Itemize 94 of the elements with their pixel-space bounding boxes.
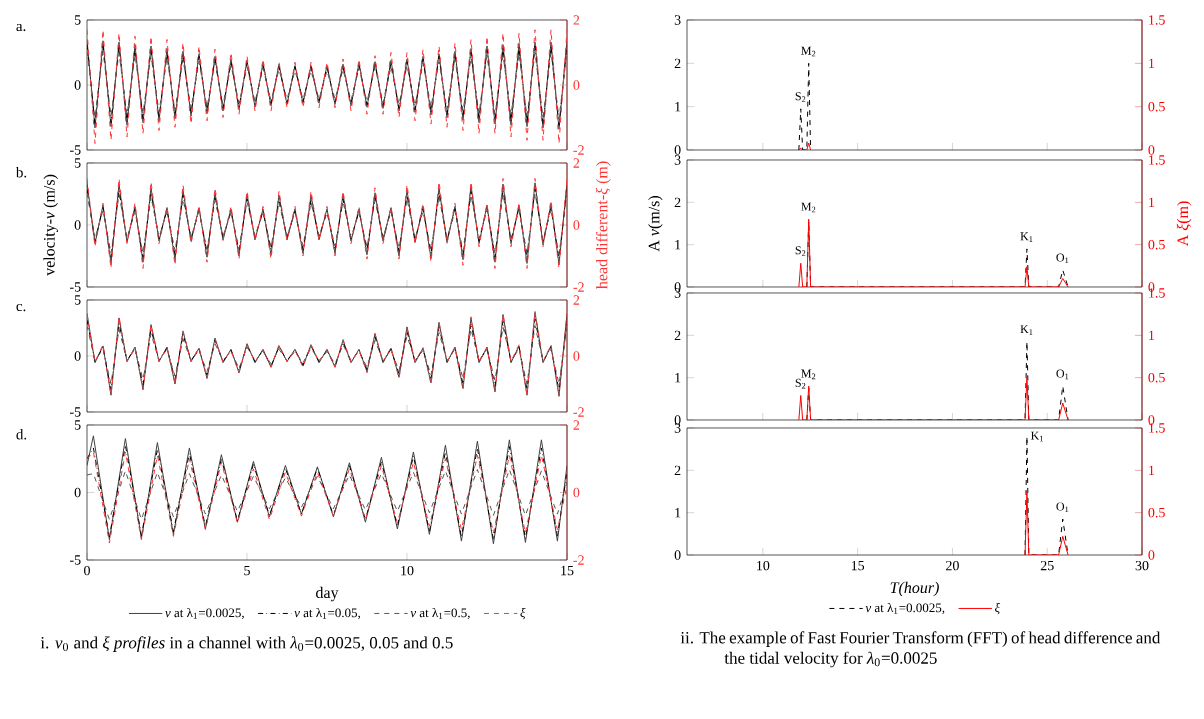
text: i. v$_{0}$ and ξ profiles in a channel with λ$_{0}$=0.0025, 0.05 and 0.5 xyxy=(40,636,453,652)
y2-axis-title: head different-ξ (m) xyxy=(596,161,611,289)
annotation: K$_{1}$ xyxy=(1020,232,1033,242)
y-tick-label: 5 xyxy=(74,15,81,25)
y2-tick-label: 0 xyxy=(1148,415,1155,425)
y2-tick-label: 1 xyxy=(1149,330,1155,340)
x-tick-label: 10 xyxy=(401,565,414,576)
y2-tick-label: 2 xyxy=(573,295,580,305)
y2-tick-label: 0 xyxy=(573,220,580,230)
y-tick-label: 5 xyxy=(74,158,81,168)
x-tick-label: 5 xyxy=(244,565,250,576)
y-tick-label: 1 xyxy=(675,102,681,112)
x-tick-label: 15 xyxy=(561,565,574,576)
y-tick-label: 5 xyxy=(74,295,81,305)
annotation: M$_{2}$ xyxy=(801,202,816,213)
chart-title: a. xyxy=(16,23,26,32)
y2-tick-label: 1 xyxy=(1149,58,1155,68)
y-tick-label: 1 xyxy=(675,373,681,383)
y2-tick-label: 0 xyxy=(573,351,580,361)
x-tick-label: 30 xyxy=(1135,560,1149,571)
chart-title: d. xyxy=(16,428,27,440)
y2-axis-title: A ξ(m) xyxy=(1176,201,1192,247)
legend-label: ξ xyxy=(520,607,526,620)
chart-title: b. xyxy=(15,166,27,178)
y2-tick-label: 1 xyxy=(1149,197,1155,207)
line-series xyxy=(87,325,568,385)
y2-tick-label: 2 xyxy=(573,420,580,430)
line-series xyxy=(87,29,568,144)
x-tick-label: 20 xyxy=(946,560,959,571)
legend-label: v at λ$_{1}$=0.05, xyxy=(294,607,360,620)
y-tick-label: -5 xyxy=(69,282,81,292)
y2-tick-label: 0 xyxy=(573,80,580,90)
y2-tick-label: 0.5 xyxy=(1148,101,1165,112)
y2-tick-label: 1.5 xyxy=(1149,423,1165,433)
text: ii. The example of Fast Fourier Transform (FFT) of head difference and the tidal velocity for λ$_{0}$=0.0025 xyxy=(680,631,1161,668)
annotation: M$_{2}$ xyxy=(801,369,816,380)
y2-tick-label: 0 xyxy=(573,487,580,498)
chart-title: c. xyxy=(16,303,26,312)
y-tick-label: -5 xyxy=(69,407,81,417)
y2-tick-label: -2 xyxy=(573,282,584,292)
y2-tick-label: 1.5 xyxy=(1149,15,1165,25)
y-axis-title: A v(m/s) xyxy=(648,195,663,252)
legend-label: ξ xyxy=(995,602,1001,615)
y-tick-label: 0 xyxy=(74,220,81,230)
y-tick-label: 0 xyxy=(674,415,681,425)
y-tick-label: 0 xyxy=(674,550,681,560)
annotation: S$_{2}$ xyxy=(795,246,806,256)
annotation: M$_{2}$ xyxy=(801,46,816,57)
x-tick-label: 0 xyxy=(84,565,90,576)
y2-tick-label: 1 xyxy=(1149,465,1155,475)
annotation: S$_{2}$ xyxy=(795,92,806,102)
x-tick-label: 25 xyxy=(1040,560,1054,571)
y-tick-label: 3 xyxy=(674,155,681,165)
annotation: S$_{2}$ xyxy=(795,378,806,389)
legend-label: v at λ$_{1}$=0.0025, xyxy=(165,607,244,620)
y-tick-label: 1 xyxy=(675,508,681,518)
x-tick-label: 10 xyxy=(757,560,770,571)
y2-tick-label: 0.5 xyxy=(1148,239,1165,250)
y-tick-label: 0 xyxy=(74,80,81,90)
annotation: O$_{1}$ xyxy=(1056,369,1069,380)
y-tick-label: 3 xyxy=(674,423,681,433)
y-tick-label: 3 xyxy=(674,15,681,25)
annotation: O$_{1}$ xyxy=(1056,502,1069,513)
y2-tick-label: 0.5 xyxy=(1148,372,1165,383)
y2-tick-label: 0.5 xyxy=(1148,507,1165,518)
y-tick-label: 2 xyxy=(674,330,681,340)
legend-label: v at λ$_{1}$=0.5, xyxy=(410,607,470,620)
y-tick-label: 5 xyxy=(74,420,81,430)
legend-label: v at λ$_{1}$=0.0025, xyxy=(865,602,945,615)
y-tick-label: -5 xyxy=(69,555,81,565)
y-tick-label: 2 xyxy=(674,197,681,207)
annotation: O$_{1}$ xyxy=(1056,253,1069,264)
x-axis-title: T(hour) xyxy=(890,581,939,597)
line-series xyxy=(87,469,568,520)
y-tick-label: 0 xyxy=(74,487,81,498)
y2-tick-label: 0 xyxy=(1148,550,1155,560)
x-tick-label: 15 xyxy=(851,560,865,571)
annotation: K$_{1}$ xyxy=(1030,431,1043,442)
y-tick-label: 2 xyxy=(674,465,681,475)
y2-tick-label: -2 xyxy=(573,145,584,155)
y-tick-label: 0 xyxy=(674,145,681,155)
y-tick-label: -5 xyxy=(69,145,81,155)
y-tick-label: 2 xyxy=(674,58,681,68)
y2-tick-label: 1.5 xyxy=(1149,155,1165,165)
y2-tick-label: -2 xyxy=(573,555,584,565)
y2-tick-label: 2 xyxy=(573,15,580,25)
y-tick-label: 1 xyxy=(675,240,681,250)
y-tick-label: 0 xyxy=(74,351,81,361)
annotation: K$_{1}$ xyxy=(1020,325,1033,335)
y2-tick-label: 2 xyxy=(573,158,580,168)
y-axis-title: velocity-v (m/s) xyxy=(43,174,59,276)
y2-tick-label: -2 xyxy=(573,407,584,417)
y2-tick-label: 0 xyxy=(1148,145,1155,155)
x-axis-title: day xyxy=(316,586,339,602)
